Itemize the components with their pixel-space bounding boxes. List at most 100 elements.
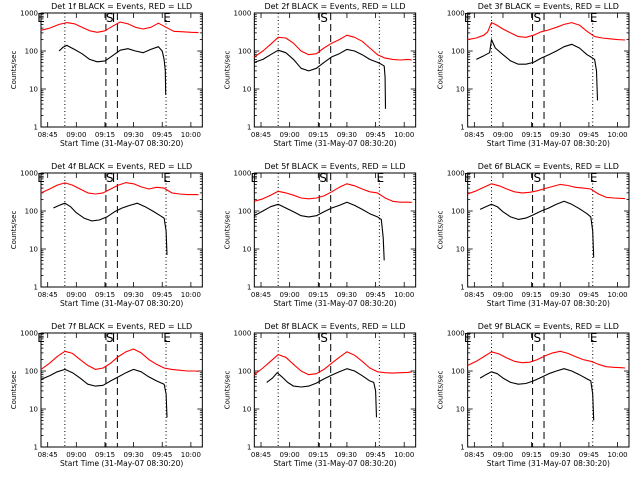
- x-tick-label: 10:00: [181, 291, 201, 299]
- x-tick-label: 08:45: [464, 451, 484, 459]
- flag-letter: S: [534, 171, 542, 185]
- series-line-events: [479, 368, 595, 421]
- x-axis-label: Start Time (31-May-07 08:30:20): [273, 139, 396, 148]
- chart-panel-4: Det 4f BLACK = Events, RED = LLD 1 10 100 10…: [10, 162, 203, 308]
- plot-frame: [467, 332, 630, 448]
- plot-frame: [40, 172, 203, 288]
- x-tick-label: 08:45: [251, 291, 271, 299]
- flag-letter: E: [37, 171, 45, 185]
- flag-letter: E: [377, 171, 385, 185]
- flag-letter: S: [319, 171, 327, 185]
- flag-letter: I: [112, 331, 116, 345]
- chart-panel-8: Det 8f BLACK = Events, RED = LLD 1 10 100 10…: [223, 322, 417, 468]
- flag-letter: E: [37, 11, 45, 25]
- flag-letter: S: [106, 171, 114, 185]
- series-line-events: [58, 44, 167, 95]
- y-tick-label: 1: [247, 124, 251, 132]
- x-tick-label: 09:00: [493, 131, 513, 139]
- series-line-lld: [467, 22, 626, 41]
- x-tick-label: 09:45: [152, 291, 172, 299]
- chart-panel-7: Det 7f BLACK = Events, RED = LLD 1 10 100 10…: [10, 322, 203, 468]
- x-tick-label: 09:15: [308, 291, 328, 299]
- x-tick-label: 09:00: [66, 291, 86, 299]
- y-tick-label: 100: [451, 48, 464, 56]
- y-tick-label: 10: [456, 406, 465, 414]
- flag-letter: E: [464, 11, 472, 25]
- flag-letter: E: [163, 331, 171, 345]
- series-line-lld: [254, 183, 412, 203]
- x-tick-label: 09:30: [124, 131, 144, 139]
- x-tick-label: 09:00: [280, 451, 300, 459]
- y-tick-label: 100: [238, 368, 251, 376]
- flag-letter: S: [320, 331, 328, 345]
- y-tick-label: 1: [34, 444, 38, 452]
- x-tick-label: 09:30: [124, 291, 144, 299]
- y-tick-label: 10: [242, 406, 251, 414]
- x-tick-label: 08:45: [38, 451, 58, 459]
- x-tick-label: 09:45: [579, 291, 599, 299]
- y-tick-label: 1: [34, 124, 38, 132]
- x-tick-label: 09:15: [95, 131, 115, 139]
- plot-frame: [40, 332, 203, 448]
- x-tick-label: 09:45: [579, 451, 599, 459]
- series-line-lld: [467, 350, 626, 369]
- flag-letter: E: [590, 11, 598, 25]
- x-tick-label: 09:30: [337, 291, 357, 299]
- y-axis-label: Counts/sec: [223, 211, 231, 250]
- flag-letter: S: [534, 11, 542, 25]
- series-line-events: [266, 368, 378, 418]
- chart-title: Det 5f BLACK = Events, RED = LLD: [264, 162, 405, 171]
- series-line-lld: [40, 348, 199, 372]
- y-tick-label: 100: [238, 48, 251, 56]
- x-tick-label: 10:00: [394, 131, 414, 139]
- chart-panel-9: Det 9f BLACK = Events, RED = LLD 1 10 100 10…: [437, 322, 630, 468]
- y-tick-label: 1: [247, 444, 251, 452]
- flag-letter: E: [37, 331, 45, 345]
- flag-letter: E: [163, 11, 171, 25]
- y-axis-label: Counts/sec: [10, 371, 18, 410]
- series-line-events: [254, 201, 385, 261]
- chart-title: Det 3f BLACK = Events, RED = LLD: [478, 2, 619, 11]
- flag-letter: I: [112, 171, 116, 185]
- plot-frame: [253, 172, 417, 288]
- flag-letter: E: [464, 331, 472, 345]
- x-tick-label: 09:00: [493, 451, 513, 459]
- plot-frame: [467, 172, 630, 288]
- y-axis-label: Counts/sec: [10, 211, 18, 250]
- x-tick-label: 09:00: [280, 131, 300, 139]
- flag-letter: S: [534, 331, 542, 345]
- x-tick-label: 09:45: [152, 131, 172, 139]
- plot-frame: [253, 12, 417, 128]
- x-tick-label: 09:00: [493, 291, 513, 299]
- x-tick-label: 09:00: [66, 451, 86, 459]
- series-line-lld: [40, 21, 199, 34]
- x-axis-label: Start Time (31-May-07 08:30:20): [60, 459, 183, 468]
- y-tick-label: 10: [456, 86, 465, 94]
- y-tick-label: 1: [247, 284, 251, 292]
- x-axis-label: Start Time (31-May-07 08:30:20): [487, 299, 610, 308]
- x-axis-label: Start Time (31-May-07 08:30:20): [487, 459, 610, 468]
- chart-panel-1: Det 1f BLACK = Events, RED = LLD 1 10 100 10…: [10, 2, 203, 148]
- x-tick-label: 09:30: [550, 131, 570, 139]
- chart-panel-3: Det 3f BLACK = Events, RED = LLD 1 10 100 10…: [437, 2, 630, 148]
- x-tick-label: 09:15: [308, 451, 328, 459]
- flag-letter: I: [112, 11, 116, 25]
- y-tick-label: 10: [29, 406, 38, 414]
- x-tick-label: 09:30: [337, 131, 357, 139]
- series-line-events: [476, 39, 599, 101]
- x-axis-label: Start Time (31-May-07 08:30:20): [273, 459, 396, 468]
- chart-title: Det 9f BLACK = Events, RED = LLD: [478, 322, 619, 331]
- x-tick-label: 10:00: [181, 451, 201, 459]
- plot-frame: [40, 12, 203, 128]
- y-tick-label: 1: [34, 284, 38, 292]
- series-line-events: [254, 48, 387, 109]
- x-tick-label: 08:45: [251, 451, 271, 459]
- x-tick-label: 09:30: [337, 451, 357, 459]
- series-line-lld: [253, 34, 412, 61]
- y-axis-label: Counts/sec: [437, 371, 445, 410]
- y-tick-label: 100: [25, 368, 38, 376]
- x-axis-label: Start Time (31-May-07 08:30:20): [487, 139, 610, 148]
- y-tick-label: 1000: [20, 170, 38, 178]
- y-axis-label: Counts/sec: [10, 51, 18, 90]
